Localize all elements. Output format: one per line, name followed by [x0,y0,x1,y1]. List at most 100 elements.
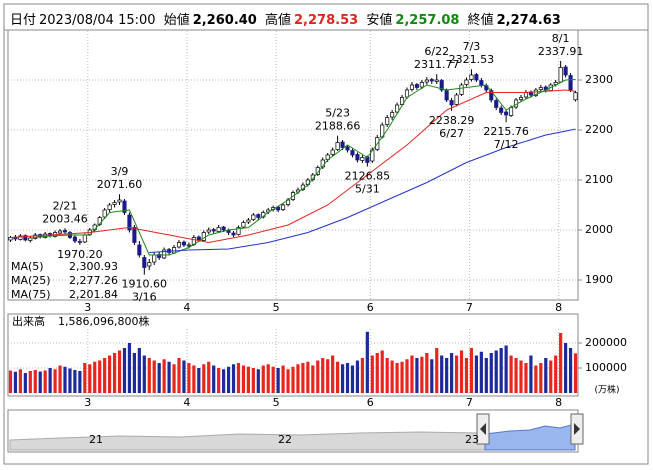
legend-name: MA(5) [11,260,44,273]
volume-bar [43,370,47,393]
volume-bar [296,364,300,393]
candle-body [449,100,454,106]
x-tick-label: 4 [183,396,190,409]
candle-body [464,79,469,85]
price-panel [7,29,579,301]
navigator-selection[interactable] [484,423,576,451]
volume-bar [370,355,374,393]
volume-bar [177,358,181,393]
volume-bar [127,343,132,393]
volume-bar [479,351,483,393]
volume-bar [157,363,161,393]
annotation-value: 2321.53 [449,53,495,66]
volume-bar [568,348,573,393]
annotation-date: 5/23 [325,107,350,120]
header-label: 終値 [467,13,494,28]
volume-bar [499,348,503,393]
candle-body [494,100,499,108]
volume-bar [326,359,330,393]
candle-body [454,94,459,105]
volume-bar [539,363,543,393]
volume-bar [474,355,478,393]
ma-line [30,79,576,256]
annotation-value: 2238.29 [429,114,475,127]
annotation-value: 2126.85 [345,170,391,183]
volume-bar [137,348,141,393]
header-date: 2023/08/04 15:00 [39,13,156,28]
volume-bar [435,348,439,393]
volume-bar [534,365,538,393]
candle-body [33,234,38,239]
volume-bar [93,361,97,393]
volume-bar [167,361,171,393]
volume-bar [122,348,127,393]
volume-bar [162,359,166,393]
volume-unit: (万株) [594,384,619,396]
volume-bar [464,358,469,393]
candle-body [122,200,127,213]
candle-body [102,209,107,218]
candle-body [424,79,429,83]
y-tick-label: 2100 [585,173,613,186]
y-tick-label: 2300 [585,73,613,86]
y-tick-label: 200000 [585,336,627,349]
candle-body [385,117,390,125]
candle-body [77,241,82,243]
candle-body [57,230,63,234]
volume-bar [484,358,488,393]
candle-body [533,89,538,96]
volume-bar [385,358,389,393]
candle-body [246,219,251,223]
candle-body [434,79,439,82]
header-close: 2,274.63 [496,13,561,28]
candle-body [523,92,529,98]
candle-body [176,242,182,248]
volume-bar [13,371,18,393]
navigator-label: 21 [89,433,103,446]
candle-body [196,236,201,241]
volume-bar [281,365,285,393]
annotation-value: 2003.46 [42,212,88,225]
candle-body [147,262,152,267]
volume-panel [7,313,579,397]
candle-body [474,74,479,81]
legend-value: 2,277.26 [69,274,118,287]
volume-bar [573,353,578,393]
volume-bar [222,369,226,393]
candle-body [162,249,167,259]
candle-body [251,214,256,220]
annotation-date: 8/1 [552,32,570,45]
header-high: 2,278.53 [294,13,359,28]
volume-bar [524,363,528,393]
volume-total: 1,586,096,800株 [58,314,149,328]
frame [3,3,649,465]
candle-body [82,234,87,243]
y-tick-label: 1900 [585,273,613,286]
x-tick-label: 4 [183,301,190,314]
volume-bar [172,364,176,393]
volume-bar [286,369,290,393]
candle-body [479,80,484,86]
candle-body [216,227,221,232]
candle-body [18,235,23,240]
volume-bar [226,366,231,393]
ma-line [10,89,576,244]
volume-bar [494,350,498,393]
x-tick-label: 7 [466,301,473,314]
volume-bar [88,364,92,393]
volume-bar [489,353,493,393]
ma-line [149,128,576,253]
candle-body [538,87,543,90]
candle-body [504,111,509,116]
annotation-date: 3/9 [111,165,129,178]
candle-body [395,104,400,113]
volume-bar [529,355,533,393]
y-tick-label: 2200 [585,123,613,136]
volume-bar [117,350,122,393]
header-low: 2,257.08 [395,13,460,28]
candle-body [127,214,132,231]
candle-body [419,82,424,88]
volume-bar [321,358,325,393]
volume-bar [266,364,270,393]
candle-body [518,97,524,100]
